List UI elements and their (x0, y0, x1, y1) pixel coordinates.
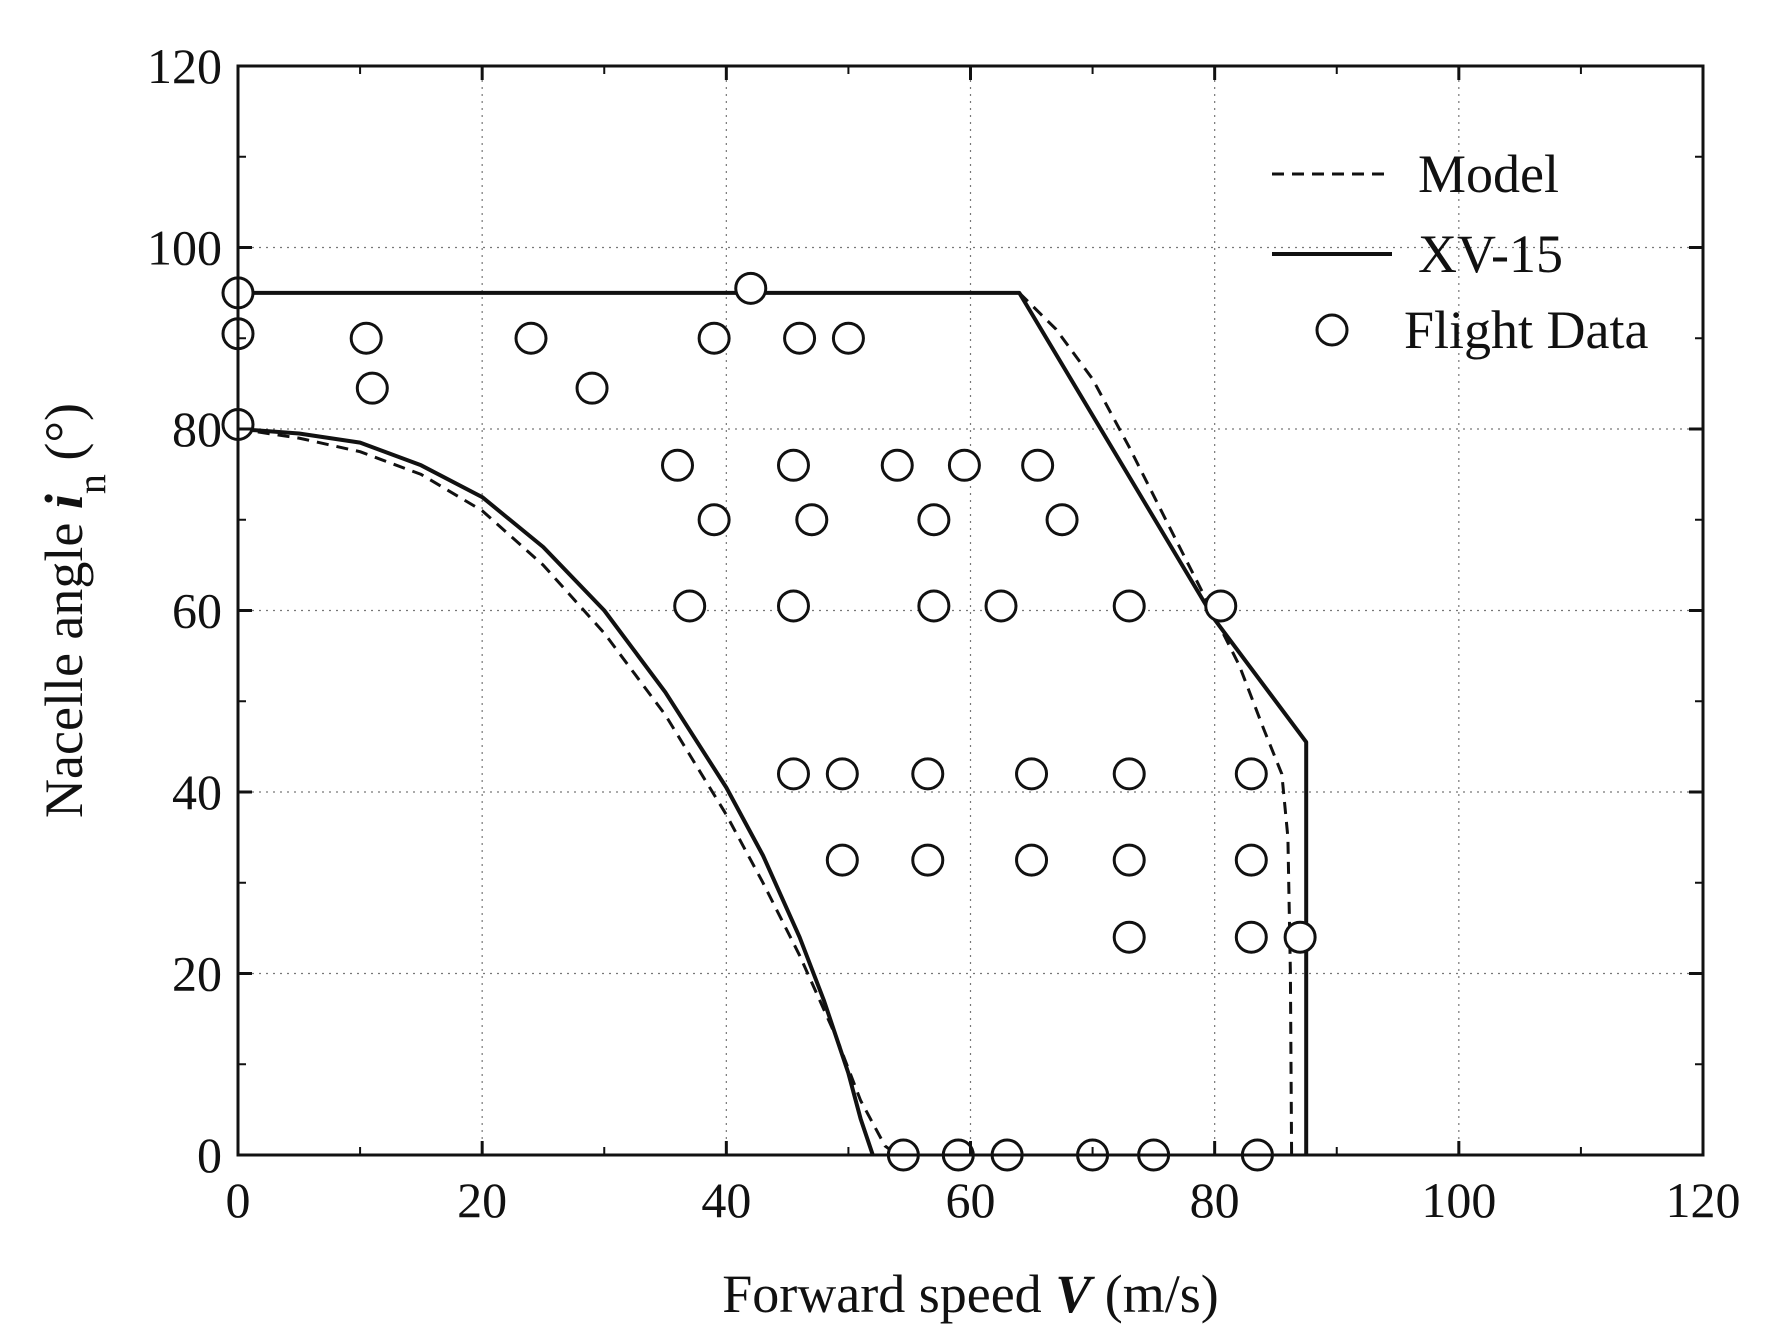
flight-data-point (673, 589, 707, 623)
flight-data-point (776, 757, 810, 791)
legend-flight-data-label: Flight Data (1404, 300, 1649, 360)
flight-data-markers (221, 271, 1317, 1172)
y-tick-label: 0 (197, 1127, 222, 1183)
flight-data-point (1021, 448, 1055, 482)
flight-data-point (825, 843, 859, 877)
x-tick-label: 80 (1190, 1172, 1240, 1228)
flight-data-point (1112, 589, 1146, 623)
flight-data-point (1045, 503, 1079, 537)
flight-data-point (661, 448, 694, 482)
legend: Model XV-15 Flight Data (1272, 144, 1649, 360)
flight-data-point (911, 843, 945, 877)
flight-data-point (734, 271, 768, 305)
flight-data-point (783, 321, 817, 355)
xv-15-line (238, 290, 1309, 1155)
flight-data-point (917, 589, 951, 623)
legend-model-label: Model (1418, 144, 1559, 204)
x-tick-label: 40 (701, 1172, 751, 1228)
y-axis-title: Nacelle angle in (°) (34, 403, 114, 818)
y-tick-label: 20 (172, 946, 222, 1002)
flight-data-point (984, 589, 1018, 623)
y-tick-label: 100 (147, 220, 222, 276)
flight-data-point (355, 371, 389, 405)
model-line (237, 427, 899, 1157)
flight-data-point (1015, 843, 1049, 877)
flight-data-point (880, 448, 914, 482)
xv-15-line (237, 427, 875, 1156)
x-tick-label: 100 (1421, 1172, 1496, 1228)
flight-data-point (575, 371, 609, 405)
flight-data-point (911, 757, 945, 791)
flight-data-point (831, 321, 865, 355)
flight-data-point (1112, 843, 1146, 877)
flight-data-point (697, 321, 731, 355)
flight-data-point (795, 503, 829, 537)
x-axis-title: Forward speed V (m/s) (722, 1264, 1218, 1324)
flight-data-point (1112, 757, 1146, 791)
flight-data-point (349, 321, 383, 355)
y-tick-label: 120 (147, 38, 222, 94)
flight-data-point (825, 757, 859, 791)
flight-data-point (1234, 843, 1268, 877)
flight-data-point (776, 589, 810, 623)
legend-xv15-label: XV-15 (1418, 224, 1563, 284)
flight-data-point (1234, 757, 1268, 791)
flight-data-point (947, 448, 981, 482)
flight-data-point (1015, 757, 1049, 791)
y-tick-label: 80 (172, 401, 222, 457)
x-tick-label: 120 (1666, 1172, 1741, 1228)
flight-data-point (697, 503, 731, 537)
axis-ticks (236, 64, 1705, 1157)
x-tick-label: 0 (226, 1172, 251, 1228)
x-tick-label: 20 (457, 1172, 507, 1228)
flight-data-point (776, 448, 810, 482)
flight-data-point (1112, 920, 1146, 954)
y-tick-label: 40 (172, 764, 222, 820)
model-line (1018, 291, 1294, 1156)
x-tick-label: 60 (946, 1172, 996, 1228)
y-tick-label: 60 (172, 583, 222, 639)
series-layer (237, 290, 1309, 1157)
flight-data-point (917, 503, 951, 537)
tick-labels: 0 20 40 60 80 100 120 0 20 40 60 80 100 120 (147, 38, 1741, 1228)
flight-data-point (1204, 589, 1238, 623)
legend-flight-data-marker (1315, 313, 1349, 347)
flight-data-point (1283, 920, 1317, 954)
flight-data-point (514, 321, 548, 355)
flight-data-point (1234, 920, 1268, 954)
